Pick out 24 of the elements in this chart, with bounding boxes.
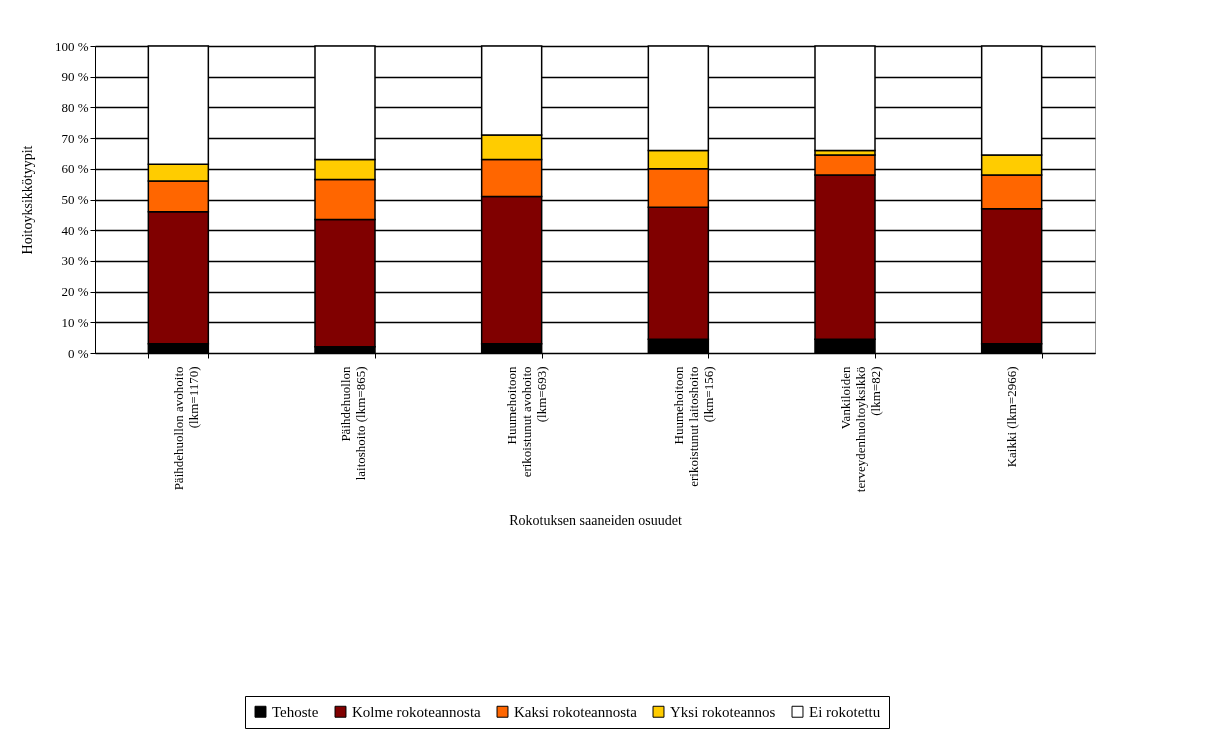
y-axis-title: Hoitoyksikkötyypit xyxy=(19,145,35,255)
y-tick-label: 50 % xyxy=(61,192,89,207)
legend-label: Yksi rokoteannos xyxy=(670,703,776,720)
y-tick-label: 10 % xyxy=(61,314,89,330)
y-tick-label: 100 % xyxy=(54,38,89,54)
legend-label: Ei rokotettu xyxy=(809,703,881,720)
x-tick-label: Päihdehuollon laitoshoito (lkm=865) xyxy=(337,366,368,481)
y-tick-label: 30 % xyxy=(61,253,89,269)
y-tick-label: 90 % xyxy=(61,69,89,85)
legend-label: Kolme rokoteannosta xyxy=(352,703,482,720)
x-tick-label: Päihdehuollon avohoito (lkm=1170) xyxy=(170,366,201,491)
x-tick-label: Huumehoitoon erikoistunut avohoito (lkm=693) xyxy=(504,366,550,478)
y-tick-label: 80 % xyxy=(61,99,89,115)
x-axis-title: Rokotuksen saaneiden osuudet xyxy=(509,513,682,529)
y-tick-label: 0 % xyxy=(67,345,89,361)
x-tick-label: Huumehoitoon erikoistunut laitoshoito (lkm=156) xyxy=(670,366,716,487)
legend-label: Tehoste xyxy=(272,703,319,720)
legend-label: Kaksi rokoteannosta xyxy=(514,703,638,720)
y-tick-label: 20 % xyxy=(61,284,89,300)
y-tick-label: 40 % xyxy=(61,222,89,238)
y-tick-label: 60 % xyxy=(61,161,89,177)
y-tick-label: 70 % xyxy=(61,130,89,146)
x-tick-label: Kaikki (lkm=2966) xyxy=(1004,366,1020,468)
x-tick-label: Vankiloiden terveydenhuoltoyksikkö (lkm=82) xyxy=(837,366,883,493)
